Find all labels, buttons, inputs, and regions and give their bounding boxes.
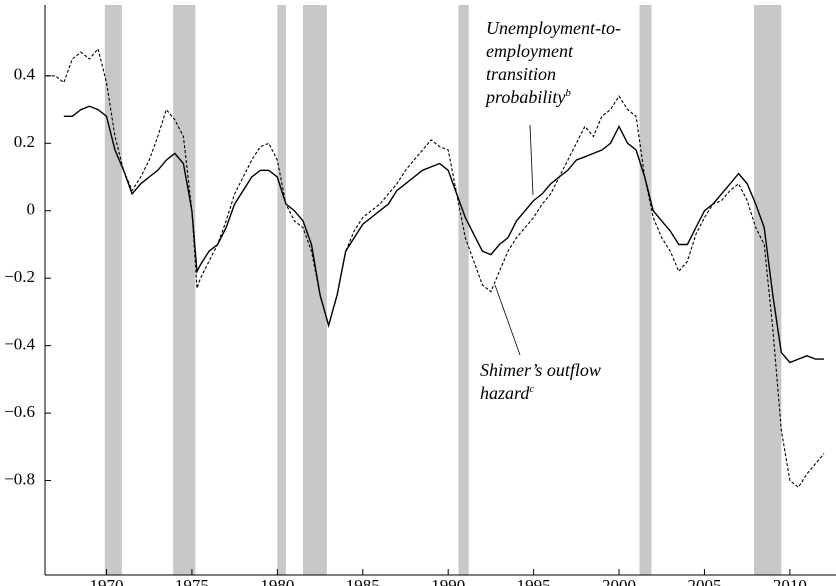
recession-band bbox=[173, 5, 196, 575]
series-label: probabilityb bbox=[484, 87, 571, 108]
series-label-text: probability bbox=[484, 87, 565, 107]
series-label: Shimer’s outflow bbox=[480, 360, 601, 380]
x-tick-label: 2000 bbox=[602, 576, 636, 586]
series-label: hazardc bbox=[480, 383, 534, 404]
x-tick-label: 2005 bbox=[687, 576, 721, 586]
series-line bbox=[46, 47, 825, 489]
series-label: Unemployment-to- bbox=[486, 18, 621, 38]
series-label: transition bbox=[486, 64, 556, 84]
series-label-text: transition bbox=[486, 64, 556, 84]
recession-band bbox=[277, 5, 286, 575]
y-tick-label: −0.6 bbox=[4, 402, 35, 421]
y-tick-label: −0.8 bbox=[4, 469, 35, 488]
y-tick-label: −0.4 bbox=[4, 335, 35, 354]
recession-band bbox=[458, 5, 469, 575]
recession-band bbox=[639, 5, 652, 575]
x-tick-label: 1985 bbox=[346, 576, 380, 586]
leader-line bbox=[494, 284, 521, 356]
x-tick-label: 1975 bbox=[175, 576, 209, 586]
x-tick-label: 1990 bbox=[431, 576, 465, 586]
y-tick-label: 0.2 bbox=[14, 132, 35, 151]
recession-band bbox=[753, 5, 782, 575]
x-tick-label: 1980 bbox=[260, 576, 294, 586]
series-label: employment bbox=[486, 41, 574, 61]
series-label-superscript: b bbox=[565, 87, 571, 99]
series-label-text: hazard bbox=[480, 383, 530, 403]
series-label-text: Shimer’s outflow bbox=[480, 360, 601, 380]
series-label-superscript: c bbox=[529, 383, 534, 395]
x-tick-label: 1995 bbox=[517, 576, 551, 586]
x-tick-label: 2010 bbox=[773, 576, 807, 586]
y-tick-label: 0.4 bbox=[14, 65, 36, 84]
y-tick-label: −0.2 bbox=[4, 267, 35, 286]
y-tick-label: 0 bbox=[27, 200, 36, 219]
recession-band bbox=[302, 5, 327, 575]
series-label-text: Unemployment-to- bbox=[486, 18, 621, 38]
leader-line bbox=[529, 124, 534, 196]
x-tick-label: 1970 bbox=[90, 576, 124, 586]
series-label-text: employment bbox=[486, 41, 574, 61]
